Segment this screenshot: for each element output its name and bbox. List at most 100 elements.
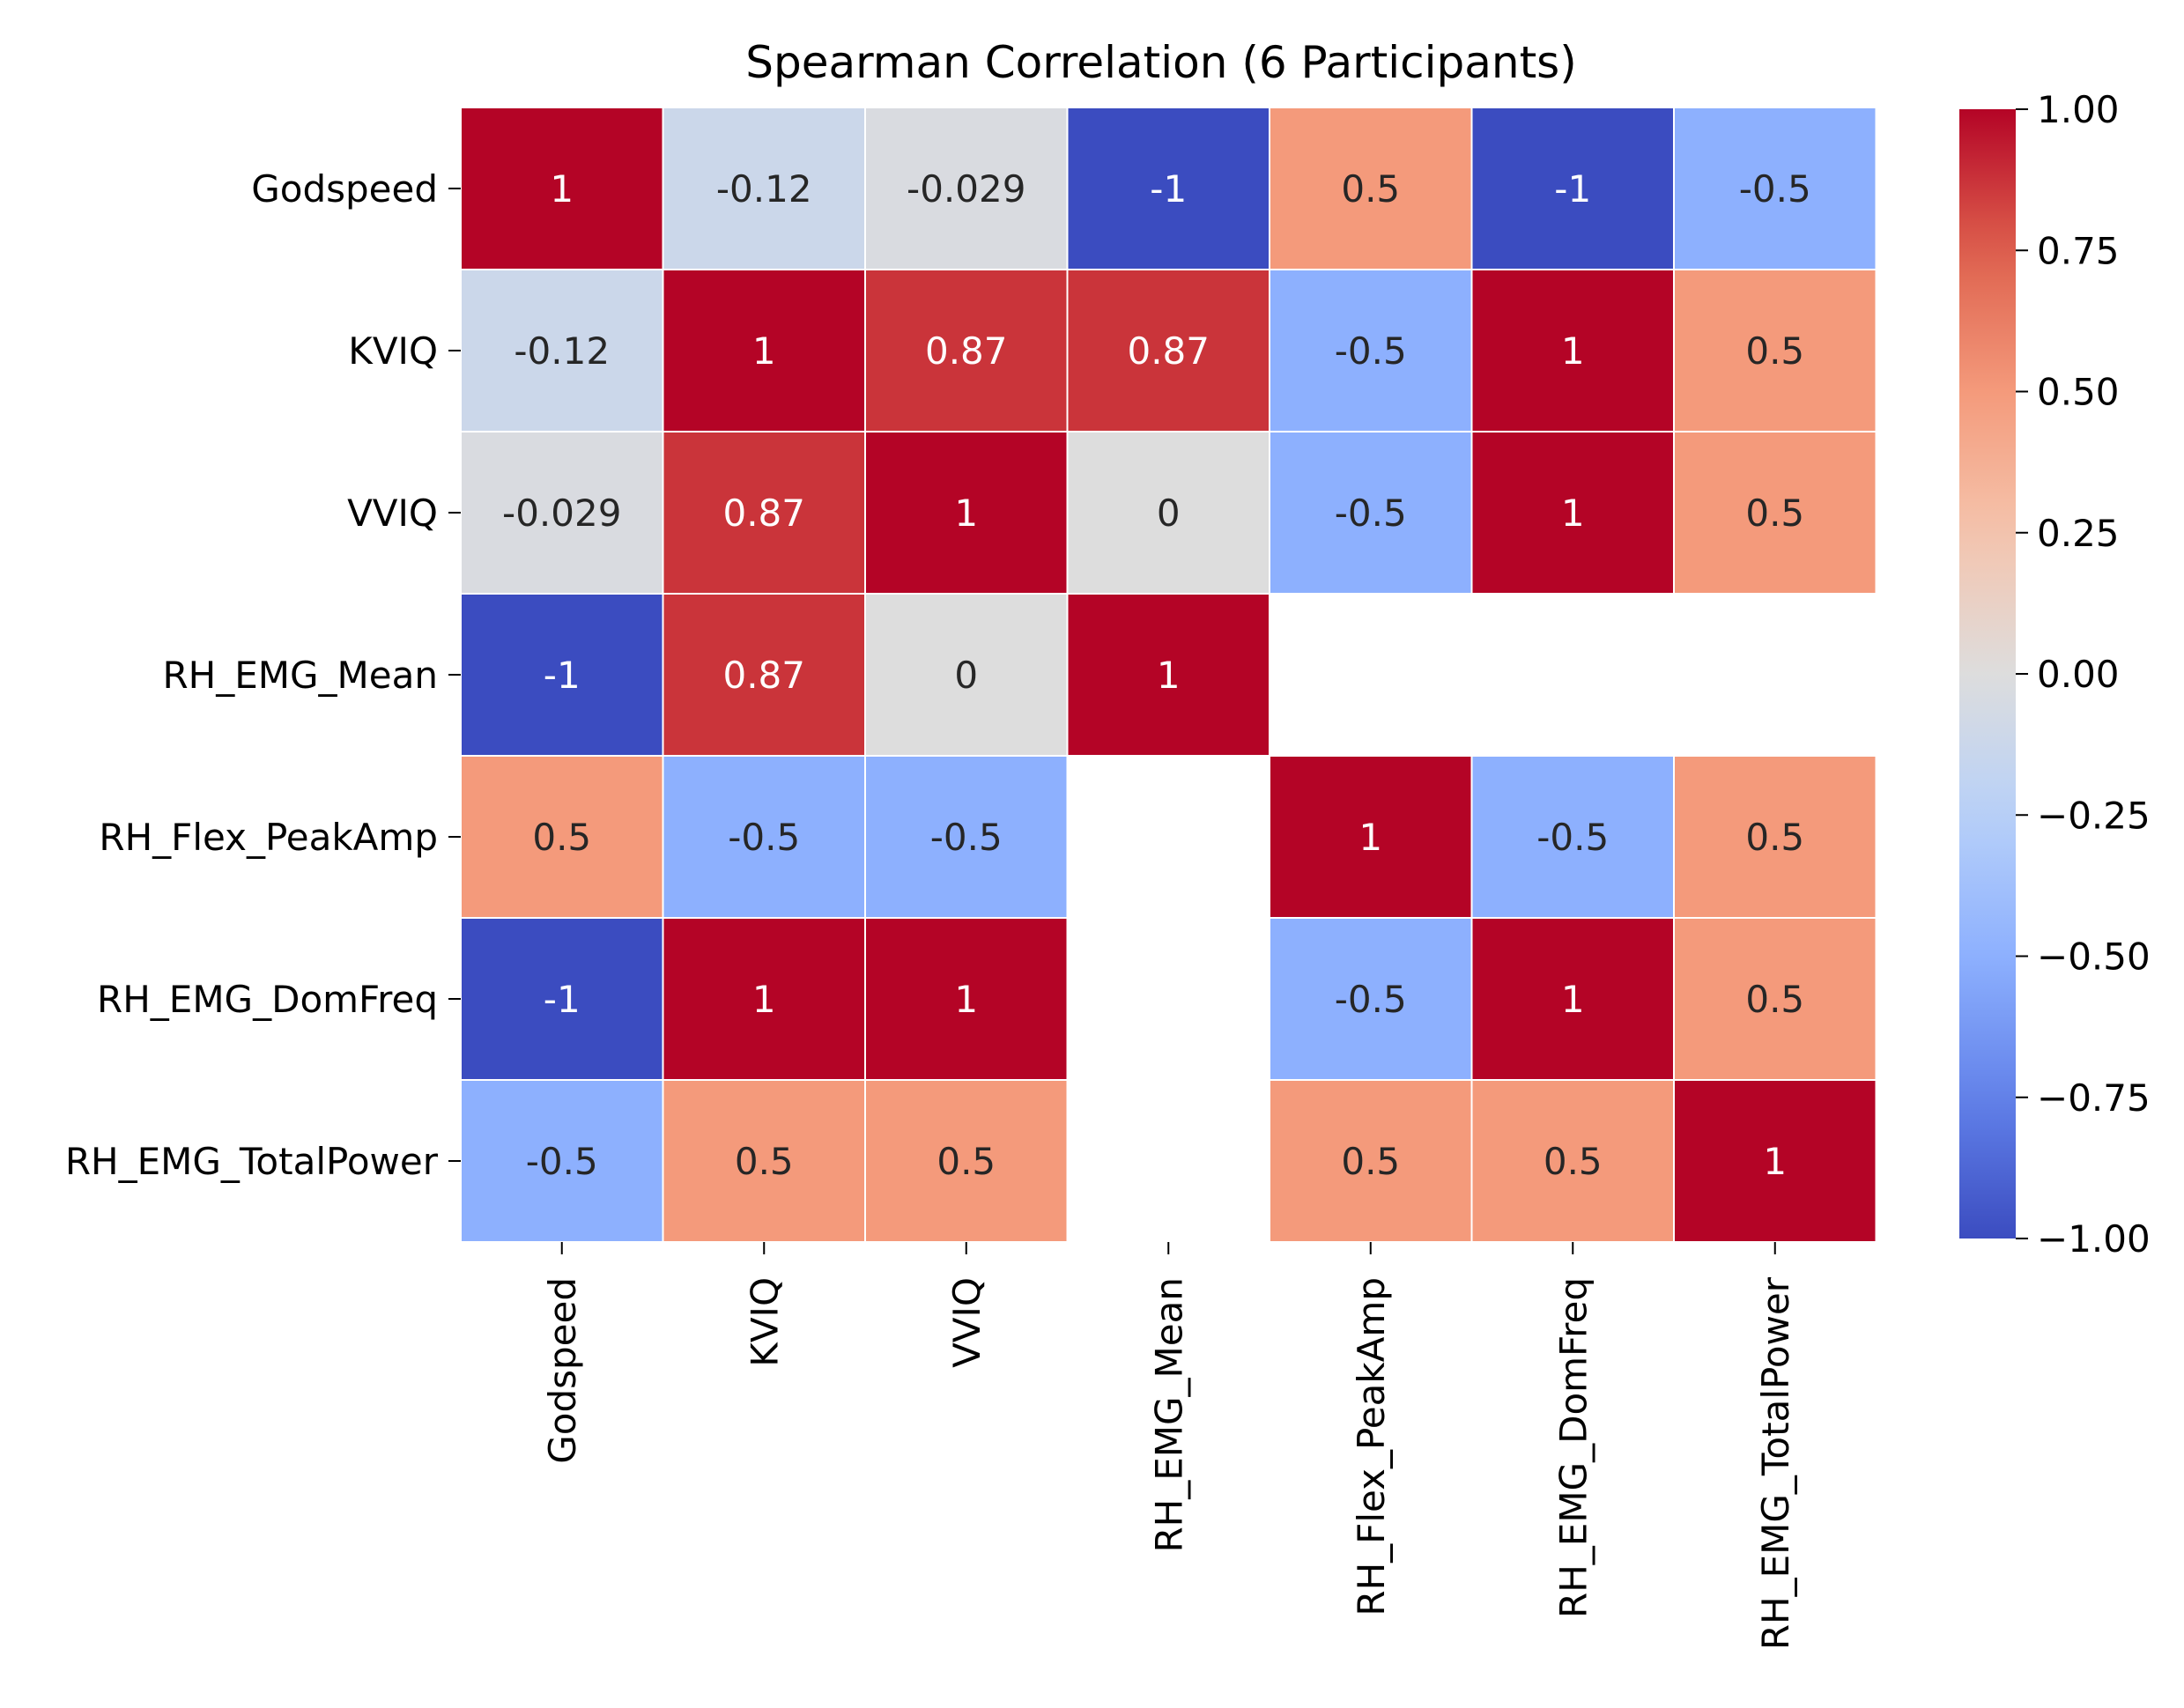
cell-value-label: -1	[1150, 167, 1187, 211]
cell-value-label: 1	[1561, 492, 1585, 535]
cell-value-label: -1	[544, 654, 581, 697]
cell-value-label: -0.5	[1739, 167, 1811, 211]
cell-value-label: -1	[1554, 167, 1591, 211]
heatmap-cell-6-1	[662, 1079, 866, 1243]
cell-value-label: -0.5	[1335, 329, 1407, 373]
heatmap-cells	[460, 107, 1877, 1243]
y-tick-label: RH_EMG_DomFreq	[97, 978, 438, 1021]
y-tick-label: RH_EMG_Mean	[162, 654, 438, 697]
cell-value-label: -0.5	[1335, 978, 1407, 1021]
y-tick-label: Godspeed	[251, 167, 438, 211]
heatmap-cell-6-5	[1470, 1079, 1675, 1243]
heatmap-cell-6-6	[1673, 1079, 1877, 1243]
heatmap-cell-0-3	[1066, 107, 1270, 270]
heatmap-cell-0-1	[662, 107, 866, 270]
cell-value-label: 0.5	[1745, 329, 1804, 373]
heatmap-cell-3-0	[460, 593, 664, 757]
heatmap-cell-1-2	[864, 269, 1069, 433]
y-tick-label: VVIQ	[347, 492, 438, 535]
cell-value-label: 1	[1561, 329, 1585, 373]
chart-title: Spearman Correlation (6 Participants)	[745, 37, 1577, 88]
cell-value-label: -0.029	[502, 492, 621, 535]
heatmap-cell-2-1	[662, 431, 866, 595]
cell-value-label: -0.5	[728, 816, 800, 859]
heatmap-cell-0-5	[1470, 107, 1675, 270]
cell-value-label: 1	[550, 167, 574, 211]
y-tick-label: RH_Flex_PeakAmp	[99, 816, 438, 859]
cell-value-label: 0.5	[1745, 816, 1804, 859]
heatmap-cell-0-2	[864, 107, 1069, 270]
colorbar-tick-label: −0.25	[2037, 794, 2151, 837]
heatmap-cell-6-2	[864, 1079, 1069, 1243]
heatmap-cell-0-4	[1269, 107, 1473, 270]
y-axis: Godspeed KVIQ VVIQ RH_EMG_Mean RH_Flex_PeakA…	[65, 167, 461, 1183]
cell-value-label: 0.87	[925, 329, 1008, 373]
cell-value-label: -0.029	[907, 167, 1025, 211]
x-tick-label: RH_EMG_Mean	[1147, 1277, 1190, 1553]
cell-value-label: 0.5	[1544, 1140, 1603, 1183]
y-tick-label: KVIQ	[348, 329, 438, 373]
colorbar: 1.00 0.75 0.50 0.25 0.00 −0.25 −0.50 −0.75 −1.00	[1959, 88, 2151, 1261]
x-tick-label: RH_EMG_DomFreq	[1551, 1277, 1595, 1618]
cell-value-label: 1	[1359, 816, 1382, 859]
cell-value-label: 1	[1561, 978, 1585, 1021]
x-tick-label: Godspeed	[541, 1277, 584, 1464]
colorbar-tick-label: 0.50	[2037, 371, 2120, 414]
colorbar-tick-label: −0.50	[2037, 935, 2151, 979]
cell-value-label: 0.5	[1745, 978, 1804, 1021]
heatmap-cell-4-4	[1269, 755, 1473, 919]
cell-value-label: 0	[954, 654, 978, 697]
heatmap-annotations: 1 -0.12 -0.029 -1 0.5 -1 -0.5 -0.12 1 0.87 0.87 -0.…	[502, 167, 1811, 1183]
x-tick-label: VVIQ	[945, 1277, 988, 1368]
cell-value-label: 1	[752, 329, 776, 373]
cell-value-label: 0.5	[937, 1140, 996, 1183]
cell-value-label: 1	[954, 978, 978, 1021]
x-axis: Godspeed KVIQ VVIQ RH_EMG_Mean RH_Flex_PeakA…	[541, 1242, 1797, 1650]
heatmap-cell-5-5	[1470, 917, 1675, 1081]
cell-value-label: -0.5	[1335, 492, 1407, 535]
cell-value-label: 0.5	[1745, 492, 1804, 535]
heatmap-cell-2-2	[864, 431, 1069, 595]
cell-value-label: 0.5	[1341, 1140, 1400, 1183]
y-tick-label: RH_EMG_TotalPower	[65, 1140, 439, 1183]
heatmap-cell-2-3	[1066, 431, 1270, 595]
cell-value-label: 0.87	[722, 492, 805, 535]
cell-value-label: 1	[954, 492, 978, 535]
x-tick-label: RH_EMG_TotalPower	[1754, 1276, 1797, 1650]
heatmap-cell-3-3	[1066, 593, 1270, 757]
heatmap-cell-2-0	[460, 431, 664, 595]
heatmap-cell-4-6	[1673, 755, 1877, 919]
heatmap-cell-2-6	[1673, 431, 1877, 595]
colorbar-tick-label: 0.25	[2037, 512, 2120, 555]
cell-value-label: -0.5	[930, 816, 1003, 859]
colorbar-tick-label: −0.75	[2037, 1076, 2151, 1120]
cell-value-label: 0.87	[722, 654, 805, 697]
cell-value-label: 1	[1157, 654, 1181, 697]
colorbar-tick-label: 0.75	[2037, 229, 2120, 272]
cell-value-label: 0.5	[1341, 167, 1400, 211]
heatmap-cell-3-1	[662, 593, 866, 757]
cell-value-label: 1	[752, 978, 776, 1021]
heatmap-cell-2-5	[1470, 431, 1675, 595]
heatmap-cell-5-4	[1269, 917, 1473, 1081]
colorbar-gradient	[1959, 109, 2016, 1238]
cell-value-label: 0.5	[532, 816, 591, 859]
heatmap-cell-1-0	[460, 269, 664, 433]
heatmap-cell-4-1	[662, 755, 866, 919]
colorbar-tick-label: 1.00	[2037, 88, 2120, 131]
heatmap-cell-0-0	[460, 107, 664, 270]
heatmap-cell-1-4	[1269, 269, 1473, 433]
colorbar-tick-label: 0.00	[2037, 653, 2120, 696]
heatmap-cell-4-2	[864, 755, 1069, 919]
cell-value-label: 0.87	[1127, 329, 1210, 373]
cell-value-label: 0	[1157, 492, 1181, 535]
cell-value-label: -0.12	[716, 167, 812, 211]
x-tick-label: KVIQ	[743, 1277, 786, 1367]
heatmap-cell-2-4	[1269, 431, 1473, 595]
heatmap-cell-1-5	[1470, 269, 1675, 433]
cell-value-label: -1	[544, 978, 581, 1021]
heatmap-cell-5-6	[1673, 917, 1877, 1081]
cell-value-label: -0.12	[514, 329, 610, 373]
